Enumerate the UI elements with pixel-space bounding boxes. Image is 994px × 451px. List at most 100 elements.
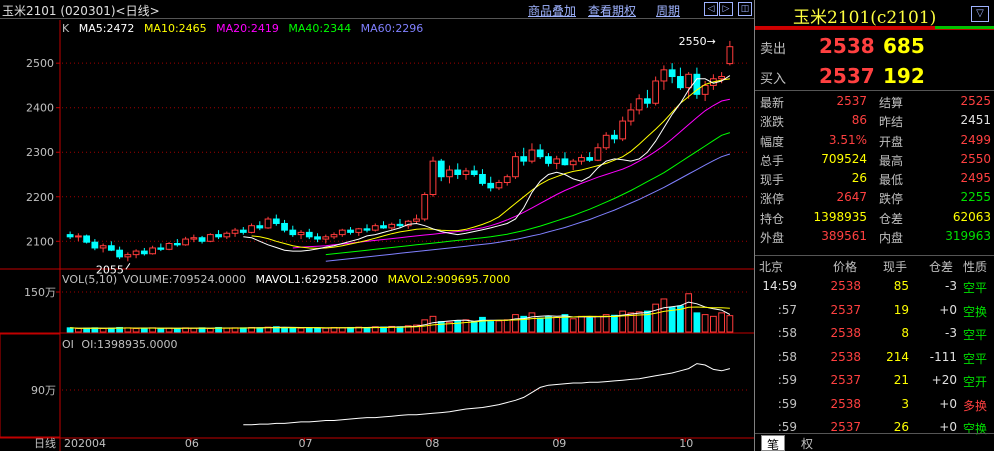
ticks-header-oi: 仓差 (929, 260, 954, 274)
stat-value: 2647 (836, 190, 867, 205)
oi-legend: OI OI:1398935.0000 (62, 338, 184, 351)
volume-bar (553, 316, 561, 333)
stat-value: 2550 (960, 151, 991, 166)
quote-stats: 最新 2537 结算 2525 涨跌 86 昨结 2451 幅度 3.51% 开… (755, 92, 994, 246)
ratio-bar-red (755, 26, 935, 29)
volume-bar (99, 328, 107, 333)
volume-bar (718, 312, 726, 333)
volume-bar (66, 327, 74, 333)
bid-price: 2537 (819, 64, 875, 88)
stat-value: 709524 (821, 151, 867, 166)
candle-body (429, 160, 437, 196)
view-options-link[interactable]: 查看期权 (588, 4, 637, 18)
tab-rights[interactable]: 权 (800, 437, 813, 451)
candle-body (701, 84, 709, 95)
price-tick-label: 2300 (26, 146, 54, 159)
kline-chart[interactable]: 2500 2400 2300 2200 2100 2550→ 2055 150万 90万 日线 20… (0, 20, 754, 451)
candle-body (297, 231, 305, 236)
volume-bar (74, 328, 82, 333)
candle-body (685, 73, 693, 89)
candle-body (677, 76, 684, 89)
candle-body (74, 235, 82, 238)
candle-body (363, 228, 371, 231)
candle-body (99, 245, 107, 249)
volume-bar (594, 315, 602, 333)
candle-body (528, 149, 536, 162)
stat-value: 1398935 (813, 209, 867, 224)
stat-value: 389561 (821, 229, 867, 244)
legend-ma40: MA40:2344 (288, 22, 352, 35)
volume-bar (479, 316, 486, 333)
tick-time: 14:59 (762, 279, 797, 293)
volume-bar (586, 317, 594, 333)
tick-oi: -3 (945, 326, 957, 340)
ticks-header-time: 北京 (759, 260, 784, 274)
candle-body (495, 182, 503, 189)
volume-bar (173, 328, 181, 333)
volume-bar (462, 319, 470, 333)
tick-price: 2538 (830, 326, 861, 340)
tick-volume: 19 (893, 302, 909, 317)
date-label: 09 (552, 437, 566, 450)
bid-row: 买入 2537 192 (755, 61, 994, 91)
candle-body (256, 225, 264, 229)
date-label: 07 (298, 437, 312, 450)
ask-volume: 685 (883, 34, 925, 58)
candle-body (578, 157, 585, 162)
candle-body (347, 229, 354, 233)
candle-body (355, 228, 363, 233)
legend-ma5: MA5:2472 (78, 22, 135, 35)
candle-body (520, 156, 528, 162)
stat-label: 开盘 (879, 134, 904, 149)
stat-label: 持仓 (760, 211, 785, 226)
volume-bar (668, 307, 676, 333)
overlay-commodity-link[interactable]: 商品叠加 (528, 4, 577, 18)
price-tick-label: 2500 (26, 57, 54, 70)
ticks-list[interactable]: 14:59 2538 85 -3 空平 :57 2537 19 +0 空换 :5… (755, 275, 994, 440)
tick-volume: 85 (893, 279, 909, 293)
legend-oi-value: OI:1398935.0000 (81, 338, 178, 351)
candle-body (239, 229, 247, 233)
tick-oi: +0 (939, 396, 957, 411)
candle-body (396, 223, 404, 227)
prev-icon[interactable]: ◁ (704, 2, 718, 16)
ratio-bar-green (935, 26, 994, 29)
ask-label: 卖出 (760, 42, 787, 57)
volume-bar (578, 315, 585, 333)
layout-icon[interactable]: ◫ (738, 2, 752, 16)
candle-body (413, 218, 420, 222)
tick-row: 14:59 2538 85 -3 空平 (755, 275, 994, 299)
candle-body (140, 250, 148, 255)
candle-body (198, 237, 206, 242)
stat-value: 3.51% (828, 132, 867, 147)
legend-ma20: MA20:2419 (216, 22, 279, 35)
volume-bar (190, 327, 198, 333)
period-link[interactable]: 周期 (656, 4, 681, 18)
volume-bar (116, 326, 123, 333)
volume-bar (652, 303, 660, 333)
price-legend: K MA5:2472 MA10:2465 MA20:2419 MA40:2344… (62, 22, 429, 35)
tick-price: 2537 (830, 373, 861, 387)
stat-label: 总手 (760, 153, 785, 168)
candle-body (173, 243, 181, 246)
volume-bar (437, 321, 445, 333)
candle-body (512, 156, 519, 178)
stat-value: 2537 (836, 94, 867, 108)
tab-trades[interactable]: 笔 (761, 435, 785, 451)
candle-body (371, 225, 379, 231)
legend-mavol1: MAVOL1:629258.2000 (255, 273, 379, 286)
candle-body (479, 173, 486, 184)
tick-type: 空平 (963, 351, 988, 366)
panel-tabs: 笔 权 (755, 433, 994, 451)
price-tick-label: 2200 (26, 191, 54, 204)
next-icon[interactable]: ▷ (719, 2, 733, 16)
dropdown-arrow-icon[interactable]: ▽ (971, 6, 989, 22)
stat-label: 内盘 (879, 231, 904, 246)
candle-body (569, 160, 577, 166)
legend-vol: VOL(5,10) (62, 273, 118, 286)
oi-line (243, 363, 731, 426)
candle-body (132, 250, 140, 256)
volume-bar (140, 327, 148, 333)
stat-value: 2499 (960, 132, 991, 147)
